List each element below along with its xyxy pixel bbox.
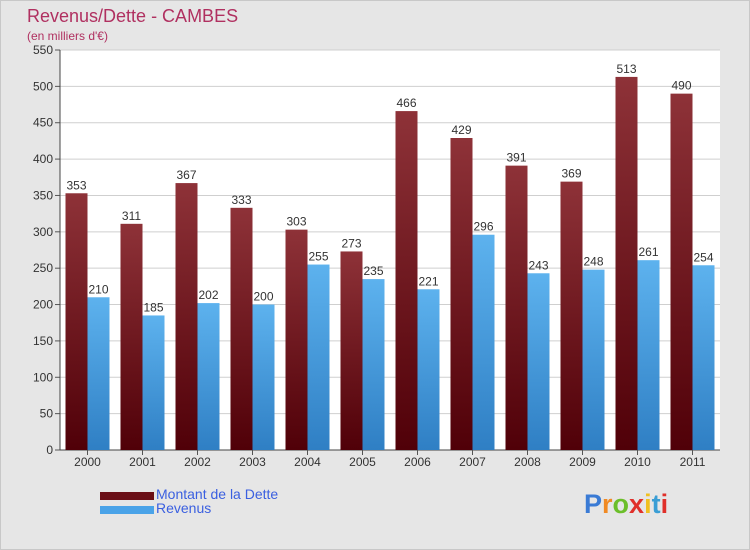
revenus-value-label: 235: [363, 264, 383, 278]
revenus-value-label: 254: [693, 250, 713, 264]
revenus-bar: [582, 269, 605, 450]
debt-value-label: 391: [506, 151, 526, 165]
debt-value-label: 490: [671, 79, 691, 93]
x-tick-label: 2005: [349, 455, 376, 469]
revenus-value-label: 185: [143, 300, 163, 314]
debt-bar: [670, 93, 693, 451]
y-tick-label: 550: [33, 43, 53, 57]
revenus-value-label: 255: [308, 250, 328, 264]
logo-letter: x: [629, 489, 645, 519]
debt-value-label: 273: [341, 236, 361, 250]
debt-value-label: 369: [561, 167, 581, 181]
y-tick-label: 50: [40, 407, 54, 421]
logo-letter: t: [651, 489, 661, 519]
debt-value-label: 333: [231, 193, 251, 207]
x-tick-label: 2007: [459, 455, 486, 469]
revenus-bar: [87, 297, 110, 450]
debt-bar: [175, 183, 198, 450]
revenus-value-label: 261: [638, 245, 658, 259]
debt-value-label: 311: [122, 209, 141, 223]
revenus-bar: [472, 234, 495, 450]
debt-bar: [230, 207, 253, 450]
logo-letter: i: [644, 489, 652, 519]
legend-swatch-revenus: [100, 506, 154, 514]
debt-bar: [340, 251, 363, 450]
revenus-value-label: 210: [88, 282, 108, 296]
y-tick-label: 500: [33, 79, 53, 93]
revenus-bar: [307, 264, 330, 450]
legend-label-debt: Montant de la Dette: [156, 486, 279, 502]
y-tick-label: 150: [33, 334, 53, 348]
x-tick-label: 2004: [294, 455, 321, 469]
logo-letter: r: [602, 489, 613, 519]
debt-bar: [65, 193, 88, 451]
revenus-bar: [417, 289, 440, 450]
x-tick-label: 2001: [129, 455, 156, 469]
revenus-bar: [362, 279, 385, 450]
y-tick-label: 0: [46, 443, 53, 457]
x-tick-label: 2002: [184, 455, 211, 469]
revenus-bar: [142, 315, 165, 450]
y-tick-label: 200: [33, 298, 53, 312]
y-tick-label: 350: [33, 188, 53, 202]
logo-letter: o: [612, 489, 630, 519]
chart-subtitle: (en milliers d'€): [27, 29, 108, 43]
debt-bar: [395, 111, 418, 450]
debt-value-label: 367: [176, 168, 196, 182]
debt-bar: [615, 76, 638, 450]
revenus-value-label: 200: [253, 290, 273, 304]
logo-letter: P: [584, 489, 603, 519]
proxiti-logo: Proxiti: [584, 489, 668, 520]
revenus-bar: [197, 303, 220, 450]
x-tick-label: 2003: [239, 455, 266, 469]
revenus-value-label: 221: [418, 274, 438, 288]
legend-swatch-debt: [100, 492, 154, 500]
debt-value-label: 466: [396, 96, 416, 110]
legend-label-revenus: Revenus: [156, 500, 212, 516]
x-tick-label: 2010: [624, 455, 651, 469]
revenus-bar: [637, 260, 660, 450]
revenus-bar: [252, 304, 275, 450]
x-tick-label: 2011: [680, 455, 706, 469]
debt-bar: [505, 165, 528, 451]
debt-bar: [120, 223, 143, 450]
y-tick-label: 300: [33, 225, 53, 239]
debt-value-label: 513: [616, 62, 636, 76]
debt-bar: [450, 138, 473, 450]
debt-value-label: 429: [451, 123, 471, 137]
debt-bar: [560, 181, 583, 451]
revenus-bar: [527, 273, 550, 450]
debt-bar: [285, 229, 308, 450]
logo-letter: i: [660, 489, 669, 519]
revenus-value-label: 248: [583, 255, 603, 269]
y-tick-label: 450: [33, 116, 53, 130]
y-tick-label: 400: [33, 152, 53, 166]
x-tick-label: 2000: [74, 455, 101, 469]
debt-value-label: 353: [66, 178, 86, 192]
chart-title: Revenus/Dette - CAMBES: [27, 6, 239, 26]
revenus-value-label: 243: [528, 258, 548, 272]
x-tick-label: 2006: [404, 455, 431, 469]
revenus-value-label: 296: [473, 220, 493, 234]
y-tick-label: 250: [33, 261, 53, 275]
y-tick-label: 100: [33, 370, 53, 384]
x-tick-label: 2009: [569, 455, 596, 469]
revenus-value-label: 202: [198, 288, 218, 302]
plot-area: [60, 50, 720, 450]
revenus-bar: [692, 265, 715, 450]
x-tick-label: 2008: [514, 455, 541, 469]
debt-value-label: 303: [286, 215, 306, 229]
